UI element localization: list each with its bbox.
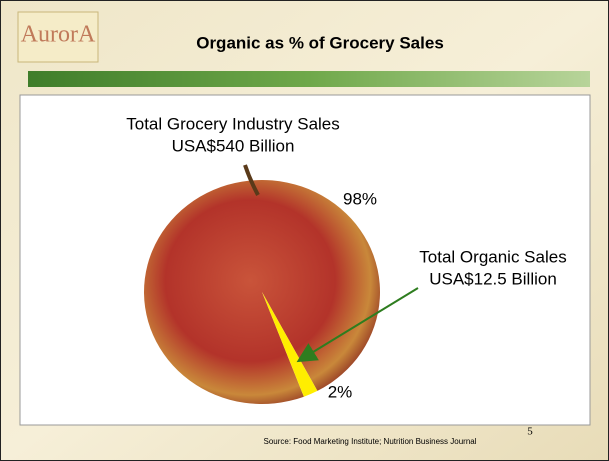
slide-title: Organic as % of Grocery Sales bbox=[196, 33, 444, 52]
value-label: 98% bbox=[343, 189, 377, 208]
slide: AurorA Organic as % of Grocery Sales Tot… bbox=[0, 0, 609, 461]
annotation: USA$12.5 Billion bbox=[429, 269, 557, 288]
page-number: 5 bbox=[527, 426, 533, 438]
pie-slice bbox=[144, 180, 380, 404]
page: AurorA Organic as % of Grocery Sales Tot… bbox=[0, 0, 609, 461]
logo: AurorA bbox=[21, 22, 96, 48]
annotation: USA$540 Billion bbox=[172, 136, 295, 155]
source: Source: Food Marketing Institute; Nutrit… bbox=[264, 437, 477, 446]
annotation: Total Grocery Industry Sales bbox=[126, 114, 340, 133]
value-label: 2% bbox=[328, 382, 353, 401]
annotation: Total Organic Sales bbox=[419, 247, 566, 266]
header-bar bbox=[28, 71, 590, 87]
pie bbox=[144, 180, 380, 404]
